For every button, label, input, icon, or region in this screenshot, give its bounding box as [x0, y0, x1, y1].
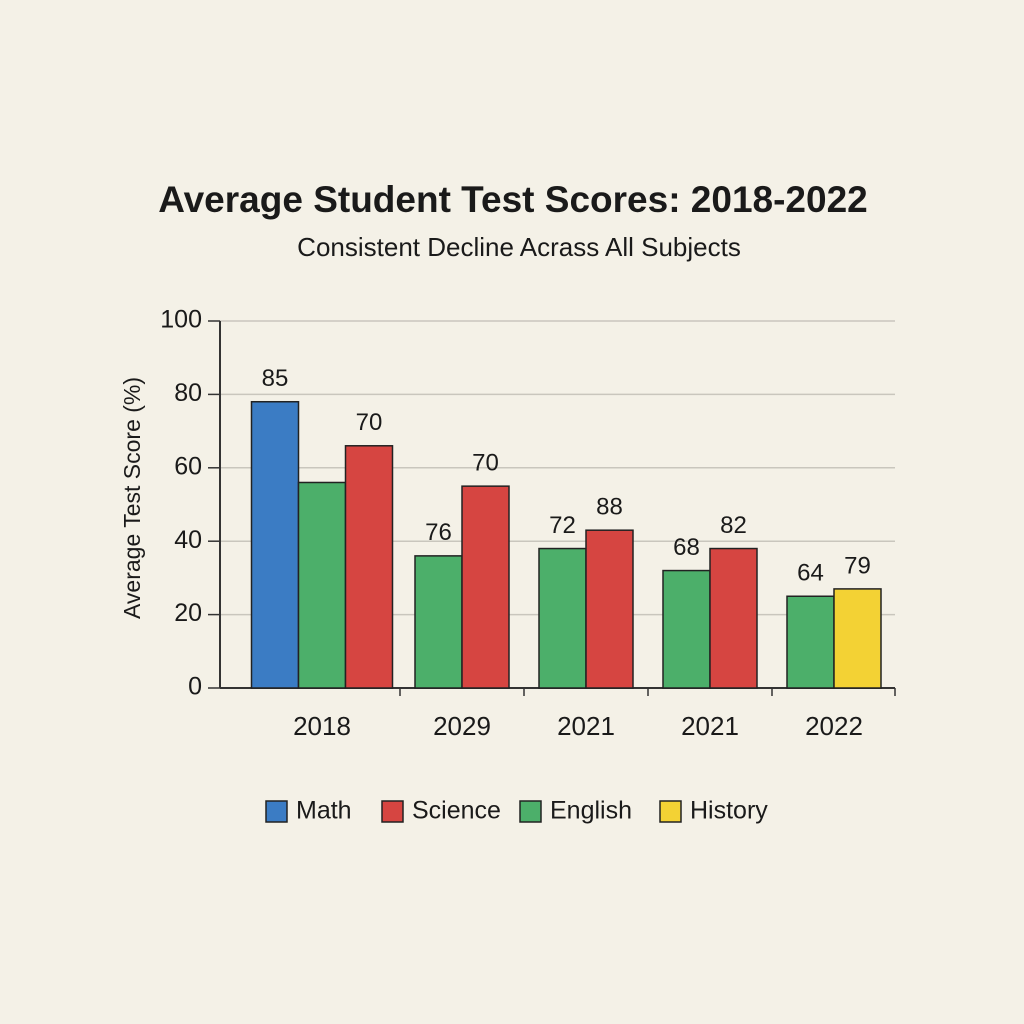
y-tick-label: 0 — [188, 673, 202, 701]
bar-annotation: 79 — [844, 552, 871, 579]
bar — [709, 547, 758, 689]
bar-annotation: 82 — [720, 512, 747, 539]
x-tick-label: 2029 — [433, 711, 491, 741]
legend-swatch — [519, 800, 542, 823]
bar — [250, 400, 300, 689]
x-tick-label: 2018 — [293, 711, 351, 741]
bar-annotation: 72 — [549, 512, 576, 539]
x-tick-label: 2022 — [805, 711, 863, 741]
chart-title: Average Student Test Scores: 2018-2022 — [158, 179, 868, 220]
bar — [538, 547, 587, 689]
bar — [585, 529, 634, 689]
y-tick-label: 100 — [160, 306, 202, 334]
y-tick-label: 20 — [174, 599, 202, 627]
legend-label: Math — [296, 797, 352, 825]
y-tick-label: 40 — [174, 526, 202, 554]
legend-swatch — [265, 800, 288, 823]
bar — [461, 485, 510, 689]
bar-annotation: 64 — [797, 560, 824, 587]
legend-swatch — [659, 800, 682, 823]
y-tick-label: 80 — [174, 379, 202, 407]
bar — [833, 588, 882, 689]
x-tick-label: 2021 — [681, 711, 739, 741]
bar — [297, 481, 347, 689]
legend-label: Science — [412, 797, 501, 825]
y-tick-label: 60 — [174, 452, 202, 480]
bar-annotation: 76 — [425, 519, 452, 546]
bar — [344, 445, 394, 689]
legend-label: History — [690, 797, 768, 825]
bar-annotation: 88 — [596, 494, 623, 521]
legend-swatch — [381, 800, 404, 823]
legend-label: English — [550, 797, 632, 825]
bar — [414, 555, 463, 689]
bar-annotation: 85 — [262, 365, 289, 392]
chart-subtitle: Consistent Decline Acrass All Subjects — [297, 232, 741, 262]
bar — [662, 569, 711, 689]
bar-annotation: 68 — [673, 534, 700, 561]
x-tick-label: 2021 — [557, 711, 615, 741]
bar — [786, 595, 835, 689]
y-axis-label: Average Test Score (%) — [119, 377, 145, 619]
bar-annotation: 70 — [356, 409, 383, 436]
bar-annotation: 70 — [472, 449, 499, 476]
